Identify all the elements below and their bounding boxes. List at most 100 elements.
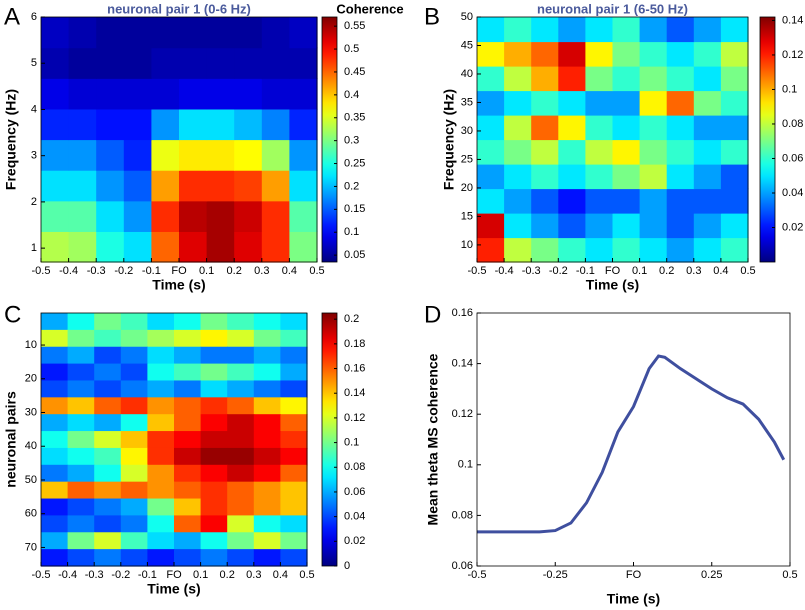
heat-cell [147,549,175,567]
heat-cell [585,188,614,214]
heat-cell [693,115,722,141]
heat-cell [504,115,532,141]
heat-cell [720,41,749,67]
heat-cell [120,329,148,348]
heat-cell [67,380,95,398]
heat-cell [67,515,95,533]
colorbar-tick-label: 0.1 [344,226,359,238]
heat-cell [147,481,175,500]
heat-cell [179,108,208,141]
heat-cell [123,170,152,202]
heat-cell [558,237,586,263]
heat-cell [261,78,290,110]
heat-cell [96,200,125,232]
x-tick-label: -0.2 [114,265,133,277]
heat-cell [477,41,505,67]
heat-cell [41,515,69,533]
colorbar-tick-label: 0.2 [344,180,359,192]
heat-cell [585,164,614,190]
colorbar-tick-label: 0.2 [344,313,359,325]
heat-cell [289,231,318,263]
heat-cell [504,17,532,43]
colorbar-tick-label: 0.06 [344,486,365,498]
heat-cell [67,481,95,500]
heat-cell [67,464,95,483]
heat-cell [174,498,202,516]
heat-cell [41,498,69,516]
heat-cell [206,108,235,141]
heat-cell [94,532,122,550]
heat-cell [531,188,559,214]
heat-cell [179,170,208,202]
heat-cell [253,380,281,398]
panel-label: B [424,3,440,30]
heat-cell [96,17,125,49]
x-tick-label: FO [626,569,642,581]
heat-cell [200,397,228,415]
heat-cell [666,237,695,263]
x-tick-label: -0.5 [32,265,51,277]
heat-cell [94,431,122,449]
heat-cell [41,363,69,382]
heat-cell [120,447,148,466]
heat-cell [234,17,263,49]
heat-cell [151,78,180,110]
heat-cell [558,17,586,43]
colorbar-tick-label: 0.05 [344,249,365,261]
heat-cell [612,90,641,116]
heat-cell [504,139,532,165]
y-tick-label: 4 [31,103,37,115]
x-tick-label: -0.3 [522,265,541,277]
heat-cell [206,170,235,202]
heat-cell [96,231,125,263]
heat-cell [720,188,749,214]
heat-cell [639,188,668,214]
heat-cell [96,47,125,79]
heat-cell [227,414,255,432]
heat-cell [68,231,97,263]
colorbar-tick-label: 0.02 [344,535,365,547]
heat-cell [206,200,235,232]
heat-cell [206,17,235,49]
x-tick-label: FO [171,265,187,277]
heat-cell [234,170,263,202]
heat-cell [179,78,208,110]
heat-cell [41,329,69,348]
heat-cell [41,346,69,365]
heat-cell [174,447,202,466]
heat-cell [289,170,318,202]
heat-cell [147,363,175,382]
heat-cell [123,139,152,171]
x-tick-label: -0.5 [468,569,487,581]
heat-cell [174,363,202,382]
heat-cell [289,17,318,49]
chart-title: neuronal pair 1 (0-6 Hz) [107,1,251,16]
heat-cell [120,346,148,365]
heat-cell [94,363,122,382]
heat-cell [504,164,532,190]
heat-cell [720,139,749,165]
panel-label: A [4,3,20,30]
heat-cell [693,41,722,67]
heat-cell [280,329,308,348]
heat-cell [253,313,281,331]
heat-cell [261,231,290,263]
y-tick-label: 5 [31,57,37,69]
line [477,354,786,534]
x-tick-label: -0.3 [87,265,106,277]
heat-cell [67,346,95,365]
heat-cell [120,363,148,382]
heat-cell [289,47,318,79]
heat-cell [96,170,125,202]
heat-cell [253,363,281,382]
x-tick-label: 0.1 [193,569,208,581]
heat-cell [41,414,69,432]
heat-cell [639,213,668,239]
heat-cell [206,47,235,79]
heat-cell [68,17,97,49]
heat-cell [504,237,532,263]
heat-cell [720,213,749,239]
x-tick-label: -0.1 [142,265,161,277]
heat-cell [200,481,228,500]
